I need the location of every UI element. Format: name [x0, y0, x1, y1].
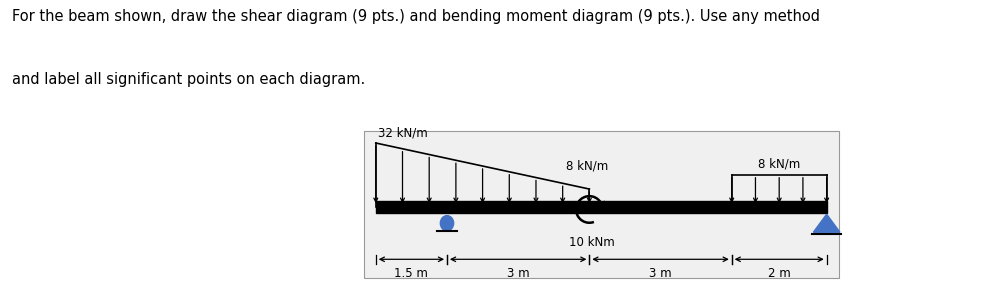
- Text: 2 m: 2 m: [768, 267, 791, 280]
- Bar: [376, 201, 827, 213]
- Text: 10 kNm: 10 kNm: [568, 236, 615, 249]
- Text: and label all significant points on each diagram.: and label all significant points on each…: [12, 72, 365, 88]
- Text: 32 kN/m: 32 kN/m: [378, 127, 428, 140]
- Polygon shape: [814, 214, 840, 232]
- Ellipse shape: [441, 216, 454, 231]
- Text: 3 m: 3 m: [507, 267, 529, 280]
- Text: 3 m: 3 m: [649, 267, 672, 280]
- Bar: [364, 131, 839, 278]
- Text: For the beam shown, draw the shear diagram (9 pts.) and bending moment diagram (: For the beam shown, draw the shear diagr…: [12, 9, 820, 24]
- Text: 8 kN/m: 8 kN/m: [759, 157, 801, 170]
- Text: 8 kN/m: 8 kN/m: [565, 159, 608, 172]
- Text: 1.5 m: 1.5 m: [394, 267, 429, 280]
